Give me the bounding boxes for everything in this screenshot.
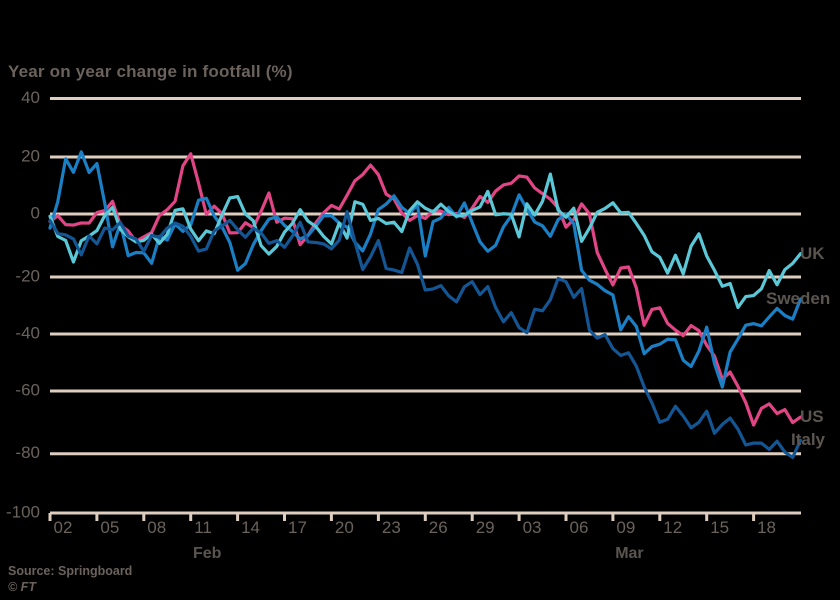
svg-text:-100: -100 — [6, 503, 40, 522]
svg-text:18: 18 — [757, 518, 776, 537]
svg-text:-80: -80 — [15, 443, 40, 462]
svg-text:UK: UK — [800, 244, 825, 263]
svg-text:US: US — [800, 407, 824, 426]
svg-text:Italy: Italy — [791, 430, 826, 449]
svg-text:14: 14 — [241, 518, 260, 537]
svg-text:11: 11 — [194, 518, 212, 537]
svg-text:Mar: Mar — [615, 545, 643, 562]
svg-text:0: 0 — [31, 204, 40, 223]
svg-text:02: 02 — [54, 518, 73, 537]
svg-text:23: 23 — [382, 518, 401, 537]
svg-text:08: 08 — [147, 518, 166, 537]
svg-text:-60: -60 — [15, 381, 40, 400]
svg-text:-40: -40 — [15, 324, 40, 343]
svg-text:05: 05 — [100, 518, 119, 537]
svg-text:20: 20 — [335, 518, 354, 537]
svg-text:15: 15 — [710, 518, 729, 537]
svg-text:Feb: Feb — [193, 545, 222, 562]
svg-text:40: 40 — [21, 88, 40, 107]
svg-text:03: 03 — [523, 518, 542, 537]
svg-text:09: 09 — [616, 518, 635, 537]
svg-text:12: 12 — [663, 518, 682, 537]
svg-text:-20: -20 — [15, 267, 40, 286]
svg-text:17: 17 — [288, 518, 307, 537]
svg-text:29: 29 — [476, 518, 495, 537]
svg-text:26: 26 — [429, 518, 448, 537]
svg-text:Sweden: Sweden — [766, 289, 830, 308]
svg-text:20: 20 — [21, 147, 40, 166]
svg-text:06: 06 — [570, 518, 589, 537]
